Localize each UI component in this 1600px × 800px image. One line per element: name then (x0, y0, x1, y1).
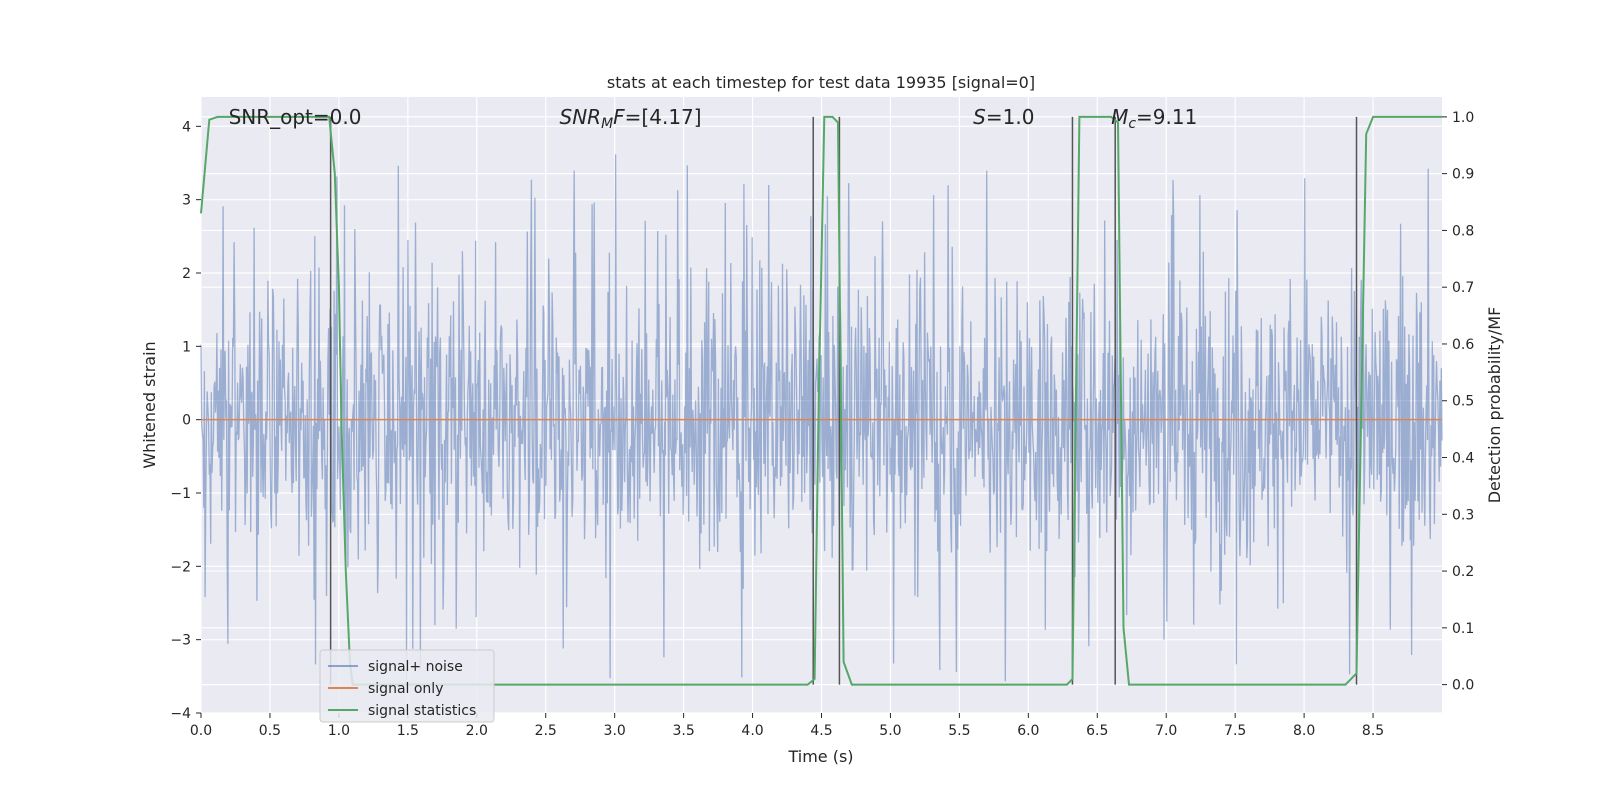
y-right-tick-label: 0.2 (1452, 564, 1474, 580)
legend-entry-label: signal only (368, 681, 443, 697)
chart-title: stats at each timestep for test data 199… (607, 73, 1035, 92)
y-axis-label: Whitened strain (140, 341, 159, 468)
annotation-text: S=1.0 (973, 105, 1034, 129)
legend: signal+ noise signal only signal statistic… (319, 649, 495, 723)
y-right-tick-label: 0.9 (1452, 167, 1474, 183)
y-right-tick-label: 0.4 (1452, 451, 1474, 467)
x-tick-label: 1.5 (397, 723, 419, 739)
x-tick-label: 1.0 (328, 723, 350, 739)
legend-box (319, 649, 495, 723)
legend-entry-label: signal+ noise (368, 659, 463, 675)
y-tick-label: 0 (182, 413, 191, 429)
y-tick-label: −4 (170, 706, 191, 722)
y-right-tick-label: 0.5 (1452, 394, 1474, 410)
y-right-tick-label: 0.7 (1452, 280, 1474, 296)
y-tick-label: −1 (170, 486, 191, 502)
x-tick-label: 8.5 (1362, 723, 1384, 739)
x-tick-label: 5.5 (948, 723, 970, 739)
x-tick-label: 5.0 (879, 723, 901, 739)
x-tick-label: 6.5 (1086, 723, 1108, 739)
legend-entry-label: signal statistics (368, 703, 476, 719)
x-tick-label: 0.5 (259, 723, 281, 739)
y-right-tick-label: 0.0 (1452, 678, 1474, 694)
y-right-tick-labels: 1.0 0.9 0.8 0.7 0.6 0.5 0.4 0.3 0.2 0.1 0.0 (1442, 110, 1474, 694)
y-tick-label: −3 (170, 633, 191, 649)
x-tick-label: 6.0 (1017, 723, 1039, 739)
y-right-tick-label: 1.0 (1452, 110, 1474, 126)
annotation-text: SNR_opt=0.0 (229, 105, 362, 129)
noise-series (200, 154, 1443, 682)
x-tick-label: 3.5 (672, 723, 694, 739)
x-tick-label: 7.5 (1224, 723, 1246, 739)
y-tick-labels: 4 3 2 1 0 −1 −2 −3 −4 (170, 119, 201, 722)
y-tick-label: 4 (182, 119, 191, 135)
x-tick-label: 4.5 (810, 723, 832, 739)
y-right-tick-label: 0.1 (1452, 621, 1474, 637)
y-tick-label: −2 (170, 559, 191, 575)
x-tick-label: 8.0 (1293, 723, 1315, 739)
y-tick-label: 3 (182, 193, 191, 209)
x-tick-label: 2.0 (466, 723, 488, 739)
x-axis-label: Time (s) (787, 747, 853, 766)
y-tick-label: 2 (182, 266, 191, 282)
x-tick-label: 7.0 (1155, 723, 1177, 739)
annotations: SNR_opt=0.0 SNRMF=[4.17] S=1.0 Mc=9.11 (229, 105, 1198, 132)
y-right-tick-label: 0.3 (1452, 507, 1474, 523)
x-tick-label: 0.0 (190, 723, 212, 739)
signal-statistics-line (200, 115, 1442, 686)
annotation-text: Mc=9.11 (1111, 105, 1197, 132)
annotation-text: SNRMF=[4.17] (560, 105, 702, 132)
y-right-tick-label: 0.6 (1452, 337, 1474, 353)
y-right-axis-label: Detection probability/MF (1485, 307, 1504, 504)
x-tick-label: 4.0 (741, 723, 763, 739)
signal-statistics-series (200, 115, 1442, 686)
x-tick-label: 2.5 (535, 723, 557, 739)
x-tick-labels: 0.0 0.5 1.0 1.5 2.0 2.5 3.0 3.5 4.0 4.5 5.0 5.5 6.0 6… (190, 713, 1384, 739)
y-right-tick-label: 0.8 (1452, 223, 1474, 239)
noise-line (200, 154, 1443, 682)
y-tick-label: 1 (182, 339, 191, 355)
x-tick-label: 3.0 (604, 723, 626, 739)
